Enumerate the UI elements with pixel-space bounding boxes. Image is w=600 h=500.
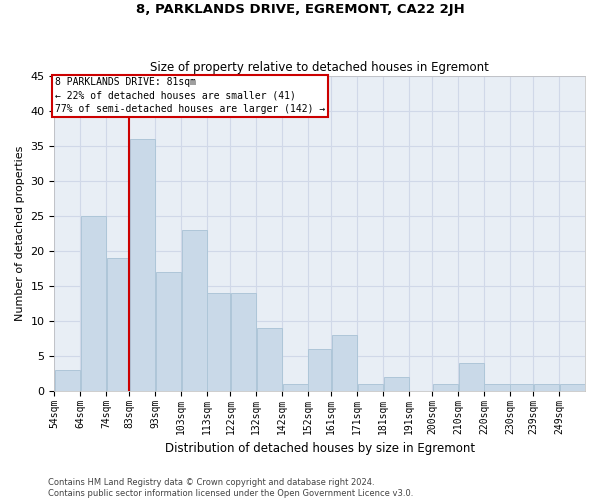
Bar <box>484 384 509 391</box>
Bar <box>560 384 584 391</box>
Bar <box>358 384 383 391</box>
Bar <box>332 335 357 391</box>
Bar <box>308 349 331 391</box>
Title: Size of property relative to detached houses in Egremont: Size of property relative to detached ho… <box>150 60 489 74</box>
Bar <box>283 384 308 391</box>
Text: 8 PARKLANDS DRIVE: 81sqm
← 22% of detached houses are smaller (41)
77% of semi-d: 8 PARKLANDS DRIVE: 81sqm ← 22% of detach… <box>55 78 325 114</box>
Bar <box>510 384 533 391</box>
Text: 8, PARKLANDS DRIVE, EGREMONT, CA22 2JH: 8, PARKLANDS DRIVE, EGREMONT, CA22 2JH <box>136 2 464 16</box>
Bar <box>433 384 458 391</box>
Bar <box>533 384 559 391</box>
Y-axis label: Number of detached properties: Number of detached properties <box>15 146 25 321</box>
Bar <box>182 230 207 391</box>
Text: Contains HM Land Registry data © Crown copyright and database right 2024.
Contai: Contains HM Land Registry data © Crown c… <box>48 478 413 498</box>
Bar <box>156 272 181 391</box>
X-axis label: Distribution of detached houses by size in Egremont: Distribution of detached houses by size … <box>164 442 475 455</box>
Bar <box>383 377 409 391</box>
Bar <box>55 370 80 391</box>
Bar <box>107 258 129 391</box>
Bar <box>458 363 484 391</box>
Bar <box>80 216 106 391</box>
Bar <box>208 293 230 391</box>
Bar <box>231 293 256 391</box>
Bar <box>257 328 282 391</box>
Bar <box>130 139 155 391</box>
